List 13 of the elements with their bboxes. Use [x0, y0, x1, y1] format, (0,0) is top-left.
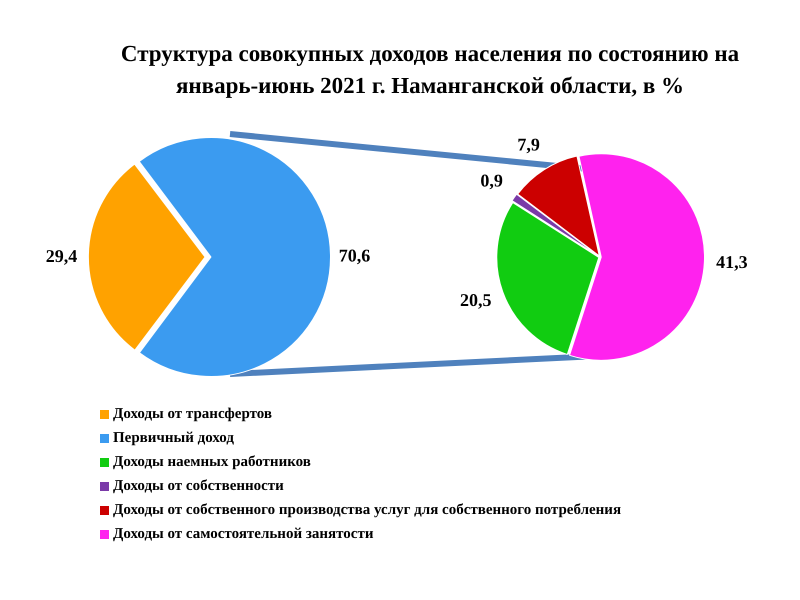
legend-label: Доходы от трансфертов	[113, 406, 272, 422]
data-label: 7,9	[517, 134, 540, 155]
legend-label: Первичный доход	[113, 430, 234, 446]
data-label: 20,5	[460, 290, 492, 310]
data-label: 70,6	[338, 245, 370, 266]
data-label: 0,9	[480, 170, 503, 190]
legend-label: Доходы от собственного производства услуг для собственного потребления	[113, 502, 622, 518]
data-label: 41,3	[716, 252, 748, 272]
legend-label: Доходы от самостоятельной занятости	[113, 526, 374, 542]
data-label: 29,4	[46, 246, 78, 266]
legend-label: Доходы наемных работников	[113, 454, 311, 470]
text: Структура совокупных доходов населения по состоянию на январь-июнь 2021 г. Наманганской области, в %	[120, 40, 740, 100]
legend-label: Доходы от собственности	[113, 478, 284, 494]
